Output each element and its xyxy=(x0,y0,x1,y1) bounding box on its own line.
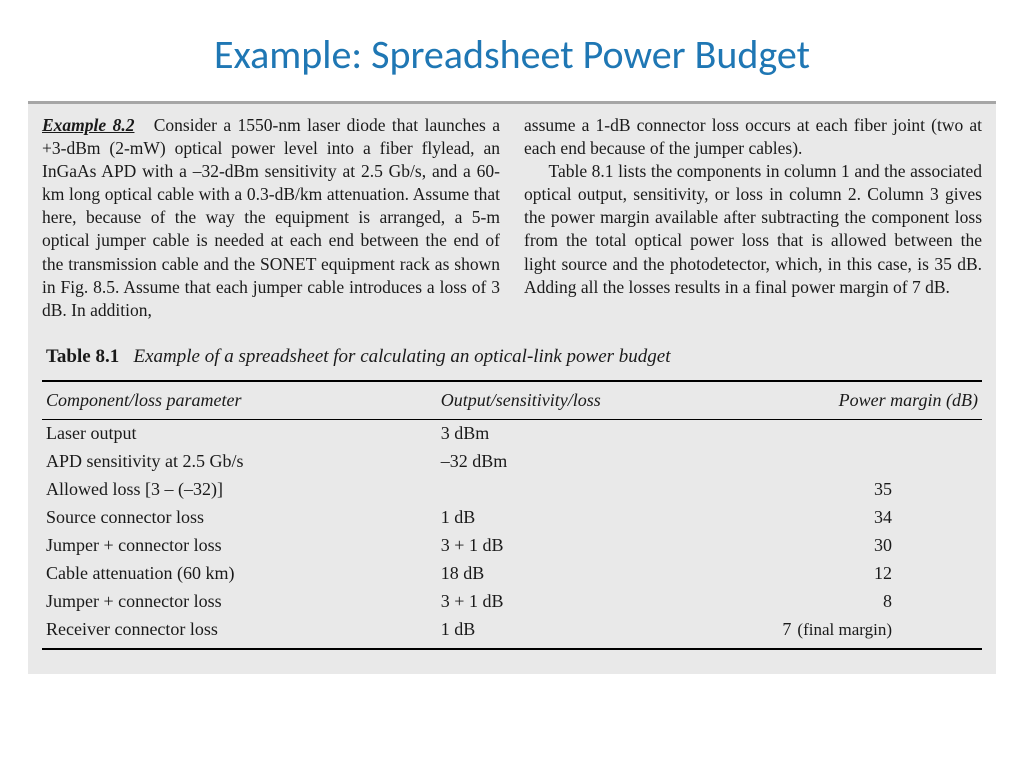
table-title: Example of a spreadsheet for calculating… xyxy=(133,346,670,367)
cell-output: 3 + 1 dB xyxy=(437,588,766,616)
cell-component: Jumper + connector loss xyxy=(42,532,437,560)
cell-output: 3 + 1 dB xyxy=(437,532,766,560)
example-body-right-b: Table 8.1 lists the components in column… xyxy=(524,160,982,299)
cell-margin: 8 xyxy=(766,588,982,616)
col-header-output: Output/sensitivity/loss xyxy=(437,381,766,420)
cell-margin xyxy=(766,419,982,448)
cell-output: 1 dB xyxy=(437,616,766,650)
power-budget-table: Component/loss parameter Output/sensitiv… xyxy=(42,380,982,651)
page-title: Example: Spreadsheet Power Budget xyxy=(28,30,996,79)
table-label: Table 8.1 xyxy=(46,346,119,367)
cell-output xyxy=(437,476,766,504)
table-row: Receiver connector loss1 dB7(final margi… xyxy=(42,616,982,650)
slide: Example: Spreadsheet Power Budget Exampl… xyxy=(0,0,1024,768)
cell-note: (final margin) xyxy=(791,620,892,639)
col-header-component: Component/loss parameter xyxy=(42,381,437,420)
table-row: Laser output3 dBm xyxy=(42,419,982,448)
table-row: APD sensitivity at 2.5 Gb/s–32 dBm xyxy=(42,448,982,476)
cell-output: –32 dBm xyxy=(437,448,766,476)
cell-component: Laser output xyxy=(42,419,437,448)
cell-margin xyxy=(766,448,982,476)
cell-component: Receiver connector loss xyxy=(42,616,437,650)
cell-component: Source connector loss xyxy=(42,504,437,532)
table-row: Jumper + connector loss3 + 1 dB8 xyxy=(42,588,982,616)
table-row: Source connector loss1 dB34 xyxy=(42,504,982,532)
cell-margin: 12 xyxy=(766,560,982,588)
cell-margin: 35 xyxy=(766,476,982,504)
table-header-row: Component/loss parameter Output/sensitiv… xyxy=(42,381,982,420)
cell-margin: 30 xyxy=(766,532,982,560)
cell-component: Allowed loss [3 – (–32)] xyxy=(42,476,437,504)
cell-output: 3 dBm xyxy=(437,419,766,448)
content-box: Example 8.2 Consider a 1550-nm laser dio… xyxy=(28,101,996,674)
cell-output: 1 dB xyxy=(437,504,766,532)
cell-component: Cable attenuation (60 km) xyxy=(42,560,437,588)
cell-output: 18 dB xyxy=(437,560,766,588)
cell-margin: 7(final margin) xyxy=(766,616,982,650)
example-col-left: Example 8.2 Consider a 1550-nm laser dio… xyxy=(42,114,500,322)
example-col-right: assume a 1-dB connector loss occurs at e… xyxy=(524,114,982,322)
example-label: Example 8.2 xyxy=(42,115,134,135)
table-body: Laser output3 dBmAPD sensitivity at 2.5 … xyxy=(42,419,982,649)
table-row: Cable attenuation (60 km)18 dB12 xyxy=(42,560,982,588)
table-row: Allowed loss [3 – (–32)] 35 xyxy=(42,476,982,504)
cell-margin: 34 xyxy=(766,504,982,532)
example-body-left: Consider a 1550-nm laser diode that laun… xyxy=(42,115,500,320)
cell-component: APD sensitivity at 2.5 Gb/s xyxy=(42,448,437,476)
col-header-margin: Power margin (dB) xyxy=(766,381,982,420)
cell-component: Jumper + connector loss xyxy=(42,588,437,616)
table-caption: Table 8.1 Example of a spreadsheet for c… xyxy=(46,346,982,368)
table-row: Jumper + connector loss3 + 1 dB30 xyxy=(42,532,982,560)
example-text: Example 8.2 Consider a 1550-nm laser dio… xyxy=(42,114,982,322)
example-body-right-a: assume a 1-dB connector loss occurs at e… xyxy=(524,114,982,160)
